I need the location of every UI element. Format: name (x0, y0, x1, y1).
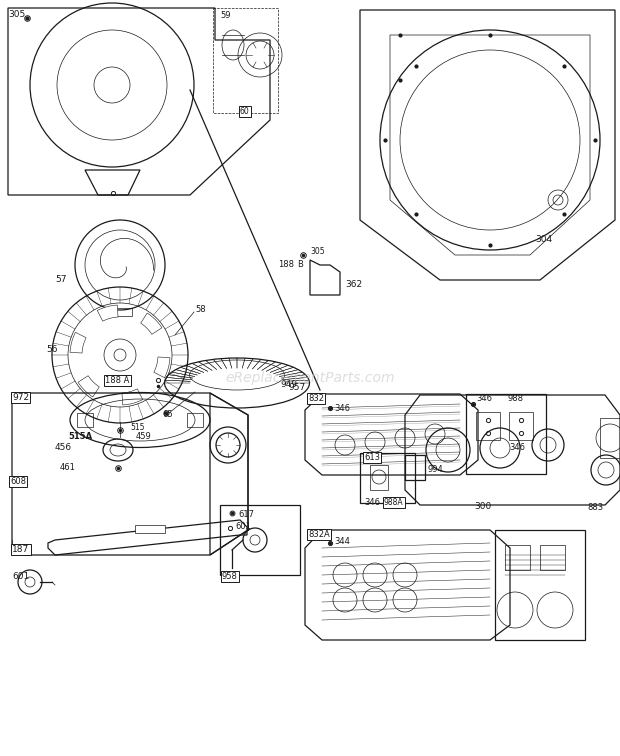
Text: 188 A: 188 A (105, 376, 130, 385)
Text: 617: 617 (238, 510, 254, 519)
Text: 601: 601 (12, 572, 29, 581)
Bar (540, 545, 565, 570)
Wedge shape (122, 389, 143, 405)
Bar (495, 530, 585, 640)
Text: eReplacementParts.com: eReplacementParts.com (225, 371, 395, 385)
Text: 57: 57 (55, 275, 66, 284)
Text: 613: 613 (364, 453, 380, 462)
Bar (600, 418, 620, 458)
Bar (108, 308, 132, 316)
Text: 346: 346 (364, 498, 380, 507)
Text: 515A: 515A (68, 432, 92, 441)
Text: 304: 304 (535, 235, 552, 244)
Text: 994: 994 (427, 465, 443, 474)
Text: 58: 58 (195, 305, 206, 314)
Bar (213, 8, 278, 113)
Bar (77, 413, 93, 427)
Text: 300: 300 (474, 502, 491, 511)
Text: 344: 344 (334, 537, 350, 546)
Text: 515: 515 (130, 423, 144, 432)
Text: 346: 346 (509, 443, 525, 452)
Text: 988: 988 (508, 394, 524, 403)
Bar (505, 545, 530, 570)
Text: 187: 187 (12, 545, 29, 554)
Bar (135, 525, 165, 533)
Text: 958: 958 (222, 572, 238, 581)
Text: 305: 305 (8, 10, 25, 19)
Text: 65: 65 (162, 410, 172, 419)
Bar (370, 465, 388, 490)
Text: 972: 972 (12, 393, 29, 402)
Text: 456: 456 (55, 443, 72, 452)
Text: 883: 883 (587, 503, 603, 512)
Text: 957: 957 (288, 383, 305, 392)
Wedge shape (97, 305, 118, 321)
Text: 461: 461 (60, 463, 76, 472)
Text: 608: 608 (10, 477, 26, 486)
Text: 346: 346 (476, 394, 492, 403)
Text: 56: 56 (46, 345, 58, 354)
Bar (187, 413, 203, 427)
Bar (466, 394, 546, 474)
Text: 188: 188 (278, 260, 294, 269)
Wedge shape (154, 357, 170, 378)
Text: 362: 362 (345, 280, 362, 289)
Text: 988A: 988A (384, 498, 404, 507)
Wedge shape (78, 376, 99, 397)
Bar (220, 505, 300, 575)
Text: B: B (297, 260, 303, 269)
Wedge shape (70, 333, 86, 353)
Text: 601: 601 (235, 522, 251, 531)
Text: 832A: 832A (308, 530, 330, 539)
Text: 346: 346 (334, 404, 350, 413)
Text: 305: 305 (310, 247, 325, 256)
Text: 59: 59 (220, 11, 231, 20)
Bar (509, 412, 533, 440)
Text: 60: 60 (240, 107, 250, 116)
Text: 832: 832 (308, 394, 324, 403)
Bar (405, 455, 425, 480)
Bar (476, 412, 500, 440)
Bar (360, 453, 415, 503)
Text: 949: 949 (280, 380, 297, 389)
Text: 459: 459 (136, 432, 152, 441)
Wedge shape (141, 313, 162, 334)
